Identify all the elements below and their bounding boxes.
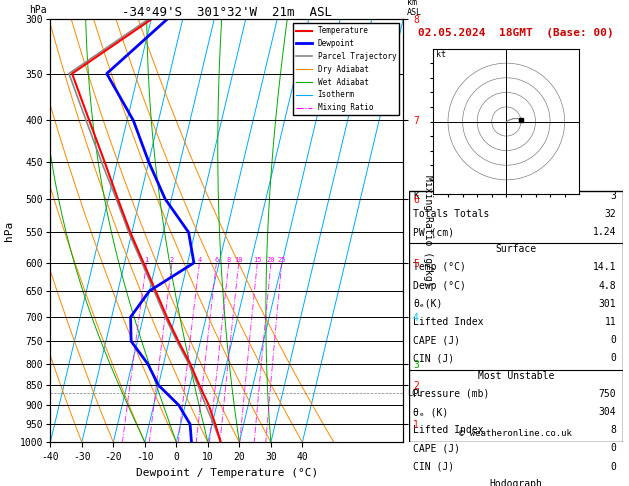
Text: Lifted Index: Lifted Index xyxy=(413,425,484,435)
Text: 2: 2 xyxy=(170,257,174,263)
Text: 0: 0 xyxy=(610,443,616,453)
Text: 4: 4 xyxy=(198,257,201,263)
Text: 32: 32 xyxy=(604,209,616,219)
Text: 304: 304 xyxy=(599,407,616,417)
Text: LCL: LCL xyxy=(407,389,421,398)
Text: θₑ(K): θₑ(K) xyxy=(413,299,443,309)
Text: kt: kt xyxy=(437,51,447,59)
Text: θₑ (K): θₑ (K) xyxy=(413,407,448,417)
Text: CIN (J): CIN (J) xyxy=(413,462,454,471)
Text: Hodograph: Hodograph xyxy=(489,479,542,486)
Text: K: K xyxy=(413,191,419,201)
Text: 20: 20 xyxy=(267,257,275,263)
Text: 1: 1 xyxy=(145,257,148,263)
Text: 6: 6 xyxy=(214,257,218,263)
Y-axis label: Mixing Ratio (g/kg): Mixing Ratio (g/kg) xyxy=(423,175,433,287)
Text: 0: 0 xyxy=(610,353,616,364)
Text: 14.1: 14.1 xyxy=(593,262,616,273)
Text: Most Unstable: Most Unstable xyxy=(477,371,554,381)
Text: CAPE (J): CAPE (J) xyxy=(413,443,460,453)
Text: PW (cm): PW (cm) xyxy=(413,227,454,237)
Text: 0: 0 xyxy=(610,462,616,471)
X-axis label: Dewpoint / Temperature (°C): Dewpoint / Temperature (°C) xyxy=(136,468,318,478)
Text: 1.24: 1.24 xyxy=(593,227,616,237)
Text: 301: 301 xyxy=(599,299,616,309)
Text: 25: 25 xyxy=(277,257,286,263)
Text: CIN (J): CIN (J) xyxy=(413,353,454,364)
Text: km
ASL: km ASL xyxy=(407,0,421,17)
Text: 0: 0 xyxy=(610,335,616,345)
Text: 3: 3 xyxy=(610,191,616,201)
Text: Dewp (°C): Dewp (°C) xyxy=(413,281,466,291)
Legend: Temperature, Dewpoint, Parcel Trajectory, Dry Adiabat, Wet Adiabat, Isotherm, Mi: Temperature, Dewpoint, Parcel Trajectory… xyxy=(293,23,399,115)
Text: 11: 11 xyxy=(604,317,616,327)
Text: hPa: hPa xyxy=(29,5,47,15)
Text: CAPE (J): CAPE (J) xyxy=(413,335,460,345)
Y-axis label: hPa: hPa xyxy=(4,221,14,241)
Text: 02.05.2024  18GMT  (Base: 00): 02.05.2024 18GMT (Base: 00) xyxy=(418,28,614,38)
Text: 8: 8 xyxy=(610,425,616,435)
Text: 4.8: 4.8 xyxy=(599,281,616,291)
Text: 750: 750 xyxy=(599,389,616,399)
Text: Totals Totals: Totals Totals xyxy=(413,209,489,219)
Text: Surface: Surface xyxy=(495,244,537,254)
Text: Pressure (mb): Pressure (mb) xyxy=(413,389,489,399)
Title: -34°49'S  301°32'W  21m  ASL: -34°49'S 301°32'W 21m ASL xyxy=(122,6,331,19)
Text: Lifted Index: Lifted Index xyxy=(413,317,484,327)
Text: 10: 10 xyxy=(235,257,243,263)
Text: © weatheronline.co.uk: © weatheronline.co.uk xyxy=(459,429,572,438)
Text: 15: 15 xyxy=(253,257,262,263)
Text: 8: 8 xyxy=(226,257,231,263)
Text: Temp (°C): Temp (°C) xyxy=(413,262,466,273)
